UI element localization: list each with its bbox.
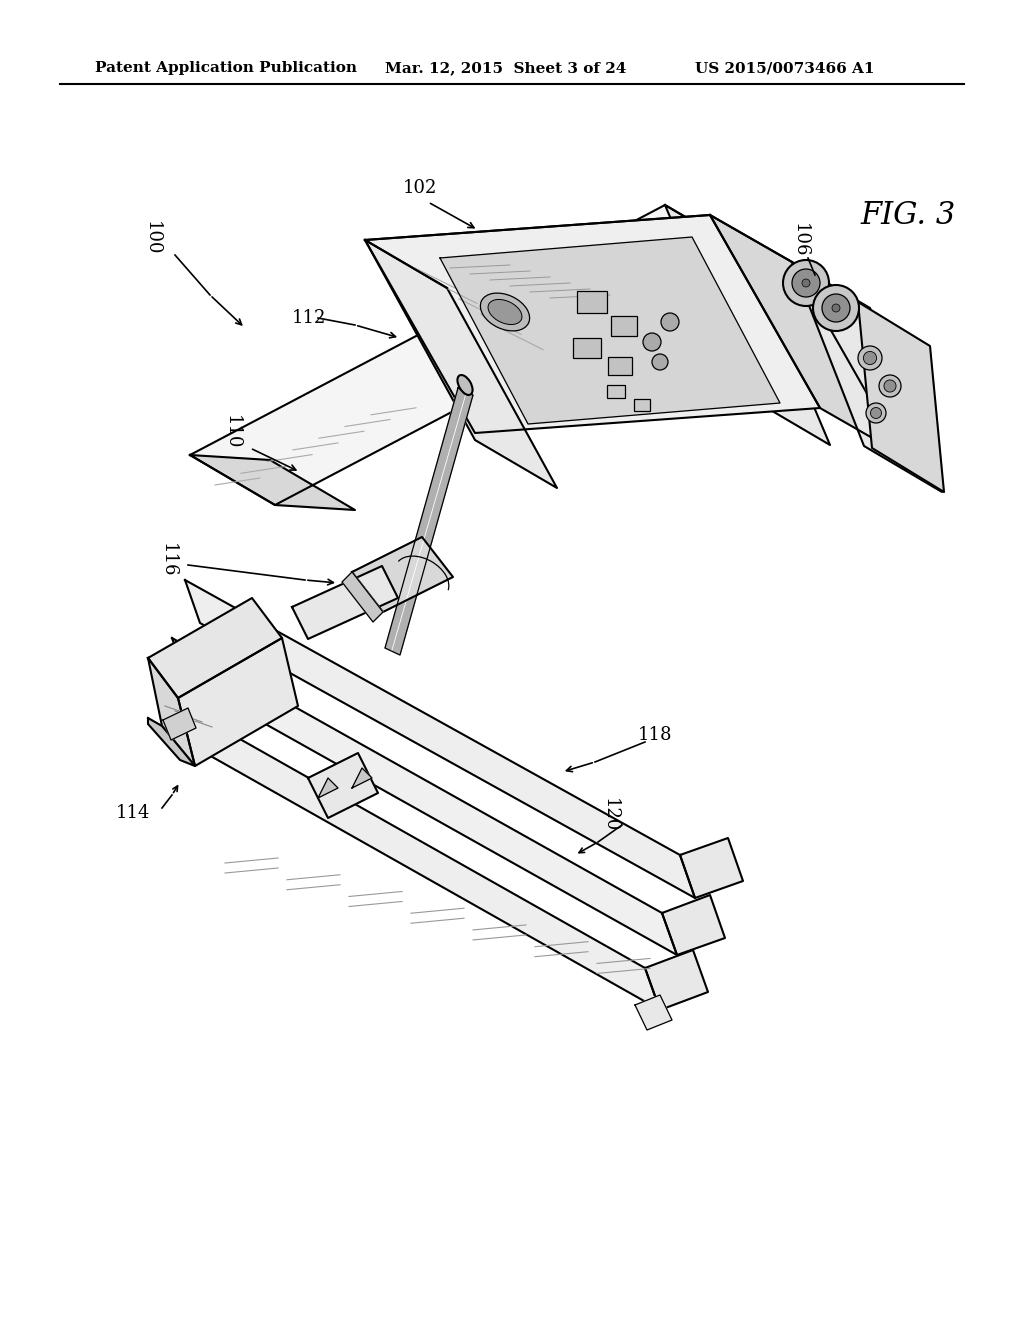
Polygon shape [292,566,398,639]
Polygon shape [665,205,830,445]
Bar [607,385,625,399]
Circle shape [813,285,859,331]
Text: 106: 106 [791,223,809,257]
Polygon shape [680,838,743,898]
Polygon shape [440,238,780,424]
Bar [634,399,650,411]
Bar [608,356,632,375]
Text: FIG. 3: FIG. 3 [860,201,955,231]
Polygon shape [148,598,282,698]
Polygon shape [190,205,750,506]
Polygon shape [185,579,695,898]
Polygon shape [148,657,195,766]
Text: 114: 114 [116,804,150,822]
Polygon shape [352,768,372,788]
Circle shape [879,375,901,397]
Text: 102: 102 [402,180,437,197]
Text: 110: 110 [223,414,241,449]
Text: Patent Application Publication: Patent Application Publication [95,61,357,75]
Polygon shape [190,455,355,510]
Circle shape [863,351,877,364]
Circle shape [884,380,896,392]
Polygon shape [710,215,902,455]
Circle shape [858,346,882,370]
Polygon shape [365,240,557,488]
Polygon shape [178,638,298,766]
Circle shape [822,294,850,322]
Bar [611,315,637,337]
Polygon shape [162,696,660,1010]
Polygon shape [308,752,378,818]
Polygon shape [792,261,942,492]
Ellipse shape [458,375,472,395]
Polygon shape [645,950,708,1010]
Text: Mar. 12, 2015  Sheet 3 of 24: Mar. 12, 2015 Sheet 3 of 24 [385,61,627,75]
Polygon shape [148,718,195,766]
Circle shape [662,313,679,331]
Text: 100: 100 [143,220,161,255]
Circle shape [643,333,662,351]
Polygon shape [662,895,725,954]
Polygon shape [342,572,383,622]
Circle shape [792,269,820,297]
Text: 112: 112 [292,309,327,327]
Polygon shape [635,995,672,1030]
Polygon shape [365,215,820,433]
Bar [577,290,607,313]
Circle shape [866,403,886,422]
Polygon shape [858,302,944,492]
Circle shape [831,304,840,312]
Polygon shape [385,388,473,655]
Polygon shape [318,777,338,799]
Ellipse shape [480,293,529,331]
Circle shape [783,260,829,306]
Circle shape [652,354,668,370]
Circle shape [870,408,882,418]
Text: US 2015/0073466 A1: US 2015/0073466 A1 [695,61,874,75]
Polygon shape [172,638,677,954]
Text: 118: 118 [638,726,673,744]
Polygon shape [163,708,196,741]
Text: 116: 116 [159,543,177,577]
Ellipse shape [488,300,522,325]
Circle shape [802,279,810,286]
Polygon shape [352,537,453,612]
Text: 120: 120 [601,797,618,832]
Bar [573,338,601,358]
